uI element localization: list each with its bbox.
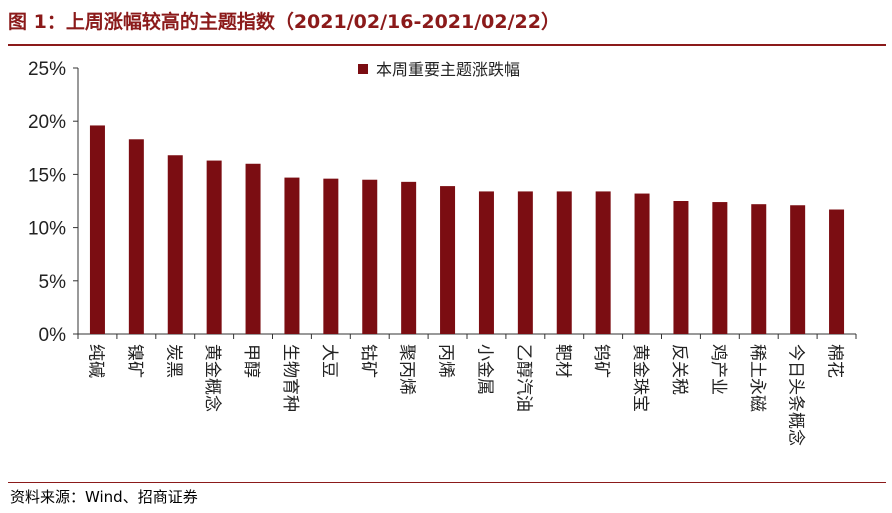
x-tick-label: 钴矿 — [358, 344, 378, 378]
y-tick-label: 15% — [28, 165, 66, 186]
title-divider — [8, 44, 886, 46]
x-tick-label: 乙醇汽油 — [513, 344, 533, 412]
bars — [89, 125, 845, 335]
x-tick-label: 聚丙烯 — [397, 344, 417, 395]
bar — [245, 163, 261, 334]
bar — [89, 125, 105, 335]
x-axis-labels: 纯碱 镍矿 炭黑 黄金概念 甲醇 生物育种 大豆 钴矿 聚丙烯 丙烯 小金属 乙醇汽油 靶材 钨矿 黄金珠宝… — [77, 334, 857, 446]
x-tick-label: 今日头条概念 — [786, 344, 807, 446]
bar — [362, 179, 378, 334]
legend-label: 本周重要主题涨跌幅 — [376, 60, 520, 79]
x-tick-label: 钨矿 — [591, 344, 611, 378]
bar — [712, 202, 728, 334]
bar — [440, 186, 456, 334]
bar — [829, 209, 845, 334]
x-tick-label: 小金属 — [474, 344, 494, 395]
y-tick-label: 5% — [39, 272, 67, 293]
x-tick-label: 稀土永磁 — [747, 344, 767, 412]
legend: 本周重要主题涨跌幅 — [358, 60, 520, 79]
bar — [478, 191, 494, 334]
y-tick-label: 25% — [28, 59, 66, 80]
x-tick-label: 黄金珠宝 — [630, 344, 650, 412]
chart-title: 图 1：上周涨幅较高的主题指数（2021/02/16-2021/02/22） — [8, 11, 561, 33]
bar — [284, 177, 300, 334]
legend-swatch — [358, 64, 368, 74]
source-divider — [8, 482, 886, 483]
x-tick-label: 生物育种 — [280, 344, 300, 412]
bar — [167, 155, 183, 334]
x-tick-label: 纯碱 — [85, 344, 105, 378]
bar — [128, 139, 144, 334]
bar — [206, 160, 222, 334]
y-axis-ticks: 0% 5% 10% 15% 20% 25% — [28, 59, 78, 346]
bar — [595, 191, 611, 334]
bar — [634, 193, 650, 334]
bar — [751, 204, 767, 334]
bar — [790, 205, 806, 334]
x-tick-label: 黄金概念 — [202, 344, 223, 412]
bar — [517, 191, 533, 334]
x-tick-label: 靶材 — [552, 344, 572, 378]
y-tick-label: 10% — [28, 219, 66, 240]
x-tick-label: 反关税 — [669, 344, 689, 395]
bar — [323, 178, 339, 334]
x-tick-label: 丙烯 — [436, 344, 456, 378]
x-tick-label: 甲醇 — [241, 344, 261, 378]
x-tick-label: 镍矿 — [124, 344, 144, 378]
x-tick-label: 大豆 — [319, 344, 339, 378]
source-note: 资料来源：Wind、招商证券 — [10, 488, 198, 506]
x-tick-label: 棉花 — [825, 344, 845, 378]
bar — [556, 191, 572, 334]
chart-axes — [77, 68, 856, 335]
y-tick-label: 20% — [28, 112, 66, 133]
bar — [401, 181, 417, 334]
x-tick-label: 鸡产业 — [708, 344, 728, 395]
y-tick-label: 0% — [39, 325, 67, 346]
bar-chart: 0% 5% 10% 15% 20% 25% 纯碱 镍矿 炭黑 黄金概念 甲醇 生物育种 大豆 钴矿 聚丙烯… — [28, 59, 857, 446]
x-tick-label: 炭黑 — [163, 344, 183, 378]
bar — [673, 201, 689, 334]
